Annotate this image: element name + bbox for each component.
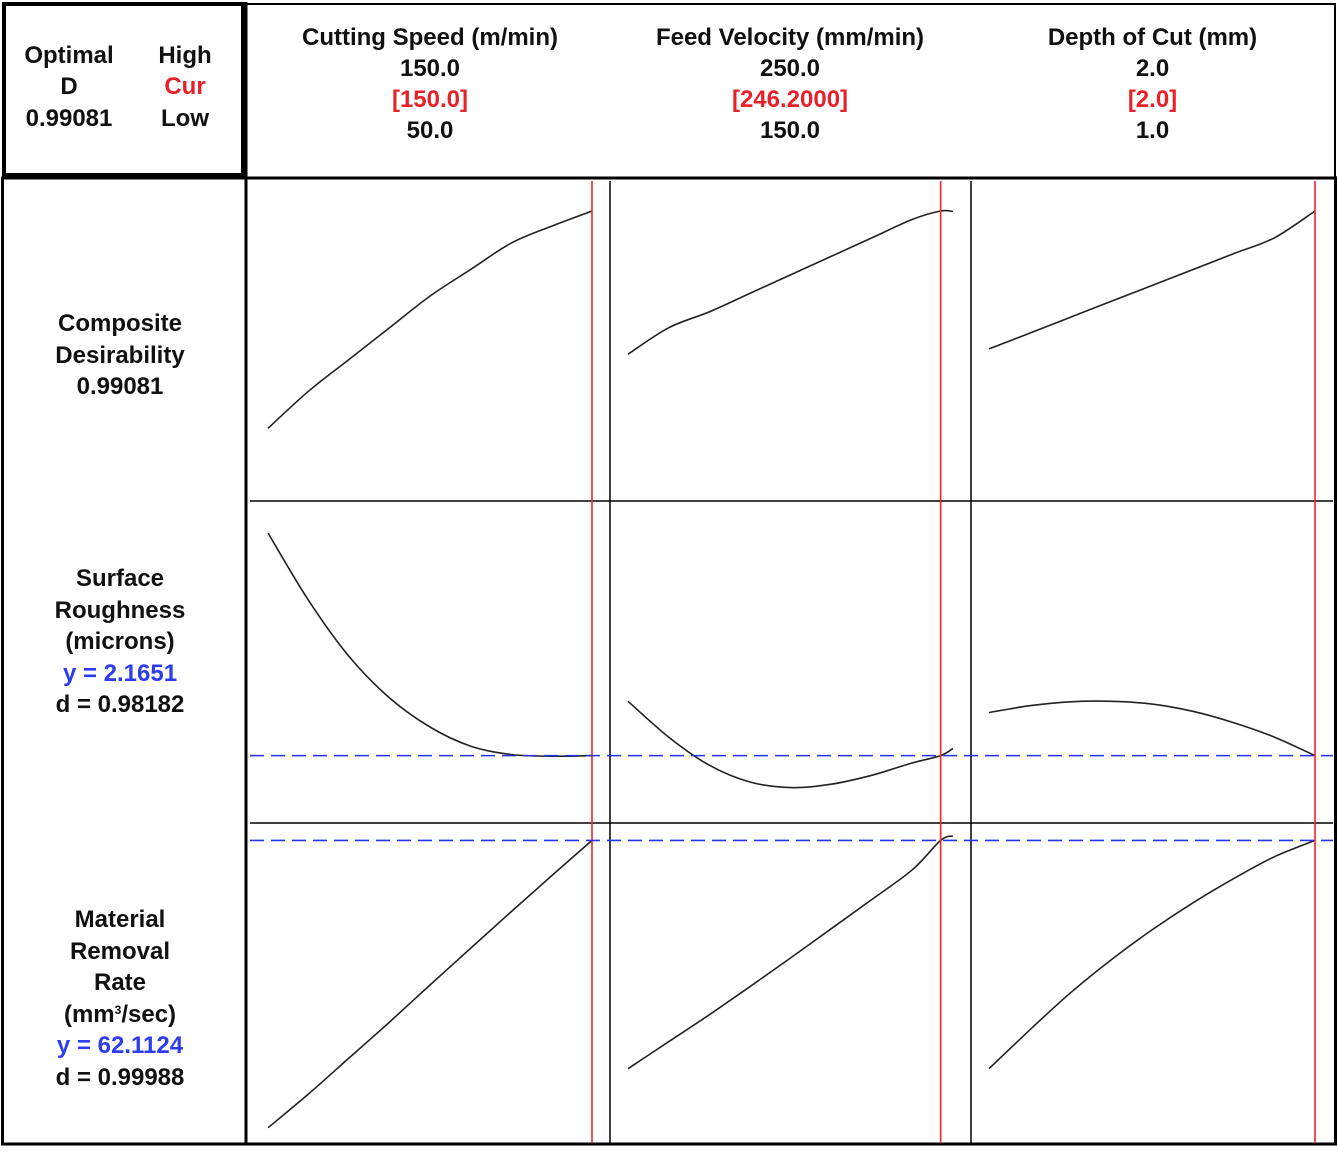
- factor-name: Feed Velocity (mm/min): [655, 24, 925, 51]
- factor-header-0: Cutting Speed (m/min) 150.0 [150.0] 50.0: [250, 22, 610, 146]
- unit-sup: 3: [114, 1002, 122, 1017]
- response-curve-r2-c1: [627, 835, 954, 1070]
- y-value: y = 2.1651: [62, 659, 178, 687]
- response-curve-r0-c2: [988, 210, 1316, 350]
- factor-name: Cutting Speed (m/min): [302, 24, 558, 51]
- response-curve-r2-c0: [267, 839, 593, 1129]
- factor-current: [2.0]: [1127, 86, 1178, 113]
- plot-frame: [1, 176, 1337, 1146]
- factor-high: 250.0: [759, 55, 821, 82]
- factor-header-2: Depth of Cut (mm) 2.0 [2.0] 1.0: [975, 22, 1330, 146]
- response-curve-r0-c1: [627, 209, 954, 355]
- high-label: High: [158, 42, 212, 69]
- label-line: Rate: [93, 969, 147, 996]
- y-value: y = 62.1124: [56, 1032, 184, 1059]
- label-line: Composite: [57, 310, 182, 337]
- factor-name: Depth of Cut (mm): [1047, 24, 1258, 51]
- unit-pre: (mm: [63, 1000, 115, 1028]
- factor-high: 150.0: [399, 55, 461, 82]
- response-curve-r1-c0: [267, 532, 593, 758]
- d-value: d = 0.99988: [55, 1063, 185, 1091]
- factor-low: 150.0: [759, 117, 821, 144]
- label-line: Removal: [69, 937, 171, 965]
- response-label-surface-roughness: Surface Roughness (microns) y = 2.1651 d…: [0, 563, 240, 721]
- d-value: 0.99081: [25, 105, 113, 132]
- label-line: 0.99081: [76, 373, 164, 400]
- response-curve-r2-c2: [988, 839, 1316, 1070]
- factor-current: [150.0]: [391, 86, 469, 113]
- optimal-box: [2, 2, 246, 178]
- label-line: Desirability: [55, 341, 185, 369]
- unit-post: /sec): [121, 1000, 177, 1028]
- d-value: d = 0.98182: [55, 691, 185, 718]
- label-line: (microns): [65, 628, 175, 655]
- factor-low: 1.0: [1135, 117, 1170, 144]
- label-line: Surface: [75, 565, 165, 592]
- response-label-composite: Composite Desirability 0.99081: [0, 308, 240, 403]
- d-label: D: [60, 73, 78, 100]
- factor-header-1: Feed Velocity (mm/min) 250.0 [246.2000] …: [610, 22, 970, 146]
- factor-current: [246.2000]: [731, 86, 849, 113]
- factor-low: 50.0: [406, 117, 454, 144]
- label-line: Roughness: [54, 596, 186, 624]
- cur-label: Cur: [164, 73, 206, 100]
- unit-line: (mm3/sec): [0, 999, 240, 1031]
- label-line: Material: [74, 906, 166, 933]
- response-curve-r0-c0: [267, 210, 593, 429]
- optimal-label: Optimal: [24, 42, 114, 69]
- response-curve-r1-c2: [988, 700, 1316, 757]
- response-label-mrr: Material Removal Rate (mm3/sec) y = 62.1…: [0, 904, 240, 1093]
- low-label: Low: [161, 105, 209, 132]
- factor-high: 2.0: [1135, 55, 1170, 82]
- response-curve-r1-c1: [627, 700, 954, 789]
